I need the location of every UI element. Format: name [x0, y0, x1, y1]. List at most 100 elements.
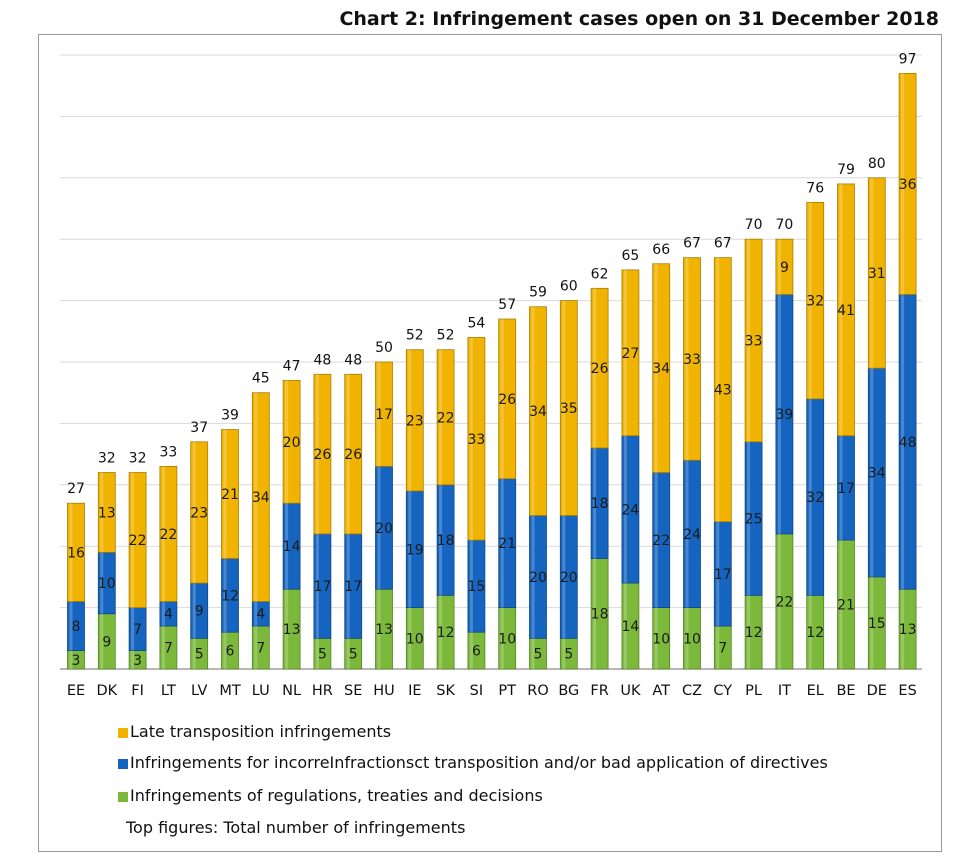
segment-value-label: 17 — [313, 579, 331, 595]
bar-highlight — [254, 626, 258, 669]
legend-swatch-late — [118, 727, 128, 738]
total-value-label: 47 — [283, 358, 301, 374]
bar-highlight — [439, 595, 443, 669]
total-value-label: 59 — [529, 285, 547, 301]
segment-value-label: 6 — [472, 644, 481, 660]
bar-segment — [683, 257, 701, 461]
segment-value-label: 22 — [437, 410, 455, 426]
bar-segment — [590, 287, 609, 449]
segment-value-label: 21 — [837, 598, 855, 614]
bar-highlight — [100, 552, 104, 614]
segment-value-label: 33 — [745, 334, 763, 350]
total-value-label: 57 — [498, 297, 516, 313]
segment-value-label: 10 — [683, 631, 701, 647]
bar-highlight — [808, 398, 812, 596]
bar-segment — [867, 177, 886, 369]
bar-segment — [128, 472, 147, 608]
bar-highlight — [500, 478, 504, 608]
data-labels: 3816279101332372232742233592337612213974… — [67, 51, 917, 668]
bar-segment — [837, 183, 855, 437]
segment-value-label: 3 — [133, 653, 142, 669]
segment-value-label: 10 — [98, 576, 116, 592]
bar-highlight — [131, 607, 135, 651]
x-tick-label: HU — [373, 683, 395, 699]
bar-segment — [898, 73, 917, 295]
x-tick-label: PT — [498, 683, 516, 699]
bar-highlight — [439, 484, 443, 596]
bar-highlight — [192, 441, 196, 584]
total-value-label: 48 — [344, 352, 362, 368]
segment-value-label: 34 — [868, 466, 886, 482]
bar-highlight — [870, 177, 874, 369]
total-value-label: 62 — [591, 266, 609, 282]
segment-value-label: 48 — [899, 435, 917, 451]
total-value-label: 45 — [252, 371, 270, 387]
legend-item-incorrect: Infringements for incorreInfractionsct t… — [118, 753, 828, 772]
bar-highlight — [562, 300, 566, 516]
bar-highlight — [901, 589, 905, 669]
bar-highlight — [654, 472, 658, 608]
bar-segment — [251, 392, 270, 602]
x-tick-label: SI — [470, 683, 483, 699]
chart-note: Top figures: Total number of infringemen… — [126, 818, 466, 837]
total-value-label: 32 — [98, 451, 116, 467]
bar-highlight — [839, 540, 843, 669]
segment-value-label: 26 — [344, 447, 362, 463]
bar-segment — [190, 441, 209, 584]
bar-highlight — [870, 368, 874, 577]
segment-value-label: 19 — [406, 542, 424, 558]
segment-value-label: 14 — [621, 619, 639, 635]
bar-highlight — [100, 472, 104, 553]
segment-value-label: 34 — [252, 490, 270, 506]
segment-value-label: 5 — [318, 647, 327, 663]
segment-value-label: 26 — [313, 447, 331, 463]
segment-value-label: 21 — [221, 487, 239, 503]
bar-highlight — [593, 558, 597, 669]
segment-value-label: 17 — [714, 567, 732, 583]
legend-item-late: Late transposition infringements — [118, 722, 391, 741]
total-value-label: 70 — [775, 217, 793, 233]
bar-highlight — [254, 392, 258, 602]
segment-value-label: 39 — [775, 407, 793, 423]
bar-highlight — [315, 533, 319, 639]
segment-value-label: 17 — [837, 481, 855, 497]
bar-highlight — [531, 306, 535, 516]
segment-value-label: 21 — [498, 536, 516, 552]
segment-value-label: 7 — [256, 641, 265, 657]
bar-highlight — [562, 515, 566, 639]
segment-value-label: 5 — [195, 647, 204, 663]
bar-highlight — [377, 589, 381, 669]
bar-highlight — [131, 650, 135, 669]
bar-segment — [313, 373, 332, 535]
chart-frame — [38, 34, 942, 852]
x-tick-label: CY — [713, 683, 732, 699]
bar-highlight — [223, 632, 227, 669]
bar-highlight — [69, 503, 73, 602]
x-tick-label: DK — [96, 683, 117, 699]
total-value-label: 32 — [129, 451, 147, 467]
total-value-label: 70 — [745, 217, 763, 233]
bar-highlight — [285, 503, 289, 590]
x-tick-label: BG — [558, 683, 579, 699]
bar-highlight — [777, 239, 781, 295]
segment-value-label: 23 — [406, 413, 424, 429]
x-tick-label: LU — [252, 683, 270, 699]
bar-highlight — [408, 490, 412, 608]
segment-value-label: 13 — [375, 622, 393, 638]
total-value-label: 60 — [560, 279, 578, 295]
bar-segment — [806, 201, 825, 400]
x-tick-label: UK — [620, 683, 641, 699]
segment-value-label: 9 — [195, 604, 204, 620]
segment-value-label: 8 — [72, 619, 81, 635]
bar-highlight — [777, 294, 781, 534]
segment-value-label: 22 — [129, 533, 147, 549]
bar-highlight — [623, 269, 627, 436]
segment-value-label: 12 — [806, 625, 824, 641]
segment-value-label: 5 — [564, 647, 573, 663]
segment-value-label: 25 — [745, 512, 763, 528]
x-tick-label: BE — [836, 683, 855, 699]
segment-value-label: 7 — [718, 641, 727, 657]
segment-value-label: 18 — [591, 496, 609, 512]
segment-value-label: 14 — [283, 539, 301, 555]
